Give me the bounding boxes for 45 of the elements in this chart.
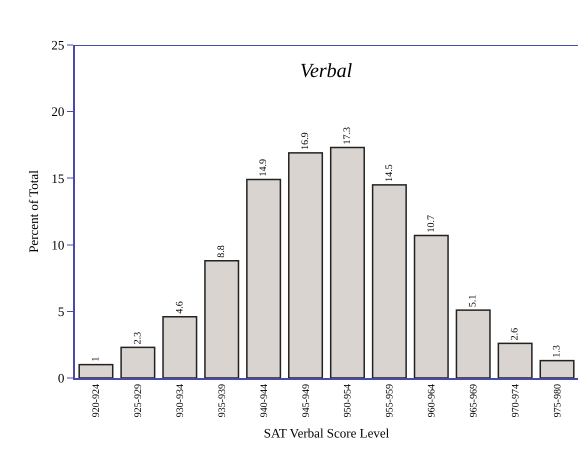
y-tick-label: 25 bbox=[51, 38, 64, 53]
bar bbox=[540, 360, 575, 378]
data-label: 5.1 bbox=[468, 294, 479, 308]
data-label: 10.7 bbox=[426, 214, 437, 232]
x-tick-label: 940-944 bbox=[258, 384, 270, 418]
x-tick-label: 945-949 bbox=[300, 384, 312, 418]
x-tick-label: 955-959 bbox=[384, 384, 396, 418]
bar bbox=[78, 364, 114, 378]
x-tick-label: 960-964 bbox=[426, 384, 438, 418]
data-label: 14.5 bbox=[384, 164, 395, 182]
x-tick-label: 930-934 bbox=[175, 384, 186, 418]
data-label: 14.9 bbox=[258, 159, 270, 177]
x-tick-label: 965-969 bbox=[468, 384, 480, 418]
bar bbox=[246, 178, 282, 378]
x-tick-label: 975-980 bbox=[552, 384, 564, 418]
data-label: 1 bbox=[90, 356, 102, 362]
bar bbox=[288, 152, 324, 378]
data-label: 17.3 bbox=[342, 127, 353, 145]
y-tick-label: 10 bbox=[51, 237, 64, 252]
data-label: 4.6 bbox=[174, 301, 186, 314]
bar bbox=[120, 346, 156, 378]
bar bbox=[372, 184, 407, 378]
bar bbox=[162, 316, 198, 378]
bar bbox=[498, 342, 533, 378]
x-tick-label: 970-974 bbox=[510, 384, 522, 418]
x-tick-label: 935-939 bbox=[216, 384, 228, 418]
bar bbox=[330, 146, 365, 378]
y-axis-title: Percent of Total bbox=[26, 170, 41, 253]
y-tick-label: 15 bbox=[51, 170, 64, 186]
data-label: 8.8 bbox=[216, 245, 228, 258]
data-label: 2.3 bbox=[132, 332, 144, 344]
x-tick-label: 925-929 bbox=[133, 384, 144, 418]
data-label: 2.6 bbox=[510, 328, 521, 340]
data-label: 16.9 bbox=[300, 132, 312, 150]
y-tick-label: 20 bbox=[51, 104, 64, 120]
text: Verbal bbox=[300, 60, 353, 82]
x-axis-title: SAT Verbal Score Level bbox=[264, 425, 390, 440]
y-tick-label: 5 bbox=[58, 304, 64, 319]
bar bbox=[204, 260, 240, 378]
x-tick-label: 920-924 bbox=[91, 384, 102, 418]
bar bbox=[456, 309, 491, 378]
data-label: 1.3 bbox=[552, 345, 563, 358]
y-tick-label: 0 bbox=[58, 370, 64, 386]
x-tick-label: 950-954 bbox=[342, 384, 354, 418]
bar bbox=[414, 234, 449, 378]
